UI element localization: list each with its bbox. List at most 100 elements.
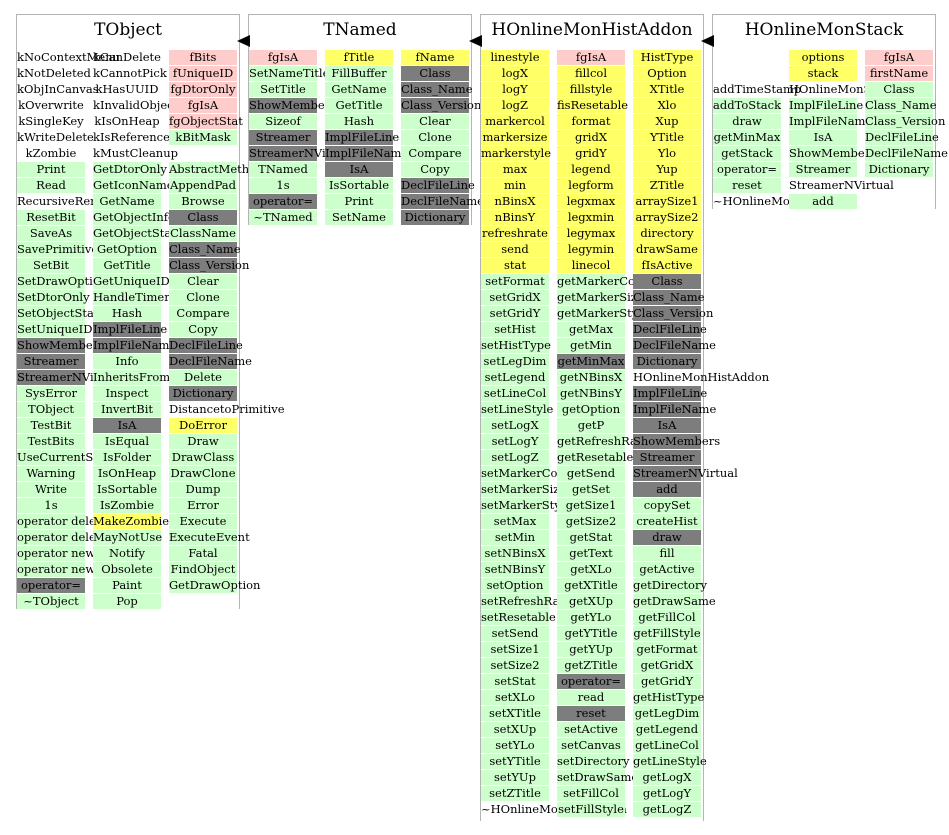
member-fgdtoronly: fgDtorOnly xyxy=(169,82,237,97)
member-draw: draw xyxy=(633,530,701,545)
member-operator: operator= xyxy=(557,674,625,689)
member-arraysize2: arraySize2 xyxy=(633,210,701,225)
member-class: Class xyxy=(169,210,237,225)
member-logy: logY xyxy=(481,82,549,97)
member-setfillstyle: setFillStyle xyxy=(557,802,625,817)
member-class-version: Class_Version xyxy=(865,114,946,129)
member-dump: Dump xyxy=(169,482,237,497)
member-gridx: gridX xyxy=(557,130,625,145)
member-gridy: gridY xyxy=(557,146,625,161)
member-implfileline: ImplFileLine xyxy=(93,322,168,337)
member-maynotuse: MayNotUse xyxy=(93,530,163,545)
inheritance-arrow-icon xyxy=(469,35,482,47)
member-funiqueid: fUniqueID xyxy=(169,66,237,81)
member-setuniqueid: SetUniqueID xyxy=(17,322,93,337)
member-getxtitle: getXTitle xyxy=(557,578,625,593)
member-dictionary: Dictionary xyxy=(865,162,933,177)
member-xtitle: XTitle xyxy=(633,82,701,97)
member-setlogx: setLogX xyxy=(481,418,549,433)
member-getdrawoption: GetDrawOption xyxy=(169,578,261,593)
member-honlinemonstack: ~HOnlineMonStack xyxy=(713,194,830,208)
member-fgisa: fgIsA xyxy=(249,50,317,65)
member-setxup: setXUp xyxy=(481,722,549,737)
member-setgridx: setGridX xyxy=(481,290,549,305)
member-addtostack: addToStack xyxy=(713,98,782,113)
member-ztitle: ZTitle xyxy=(633,178,701,193)
member-fgisa: fgIsA xyxy=(557,50,625,65)
member-getgridx: getGridX xyxy=(633,658,701,673)
member-getmarkercol: getMarkerCol xyxy=(557,274,639,289)
member-inheritsfrom: InheritsFrom xyxy=(93,370,171,385)
member-options: options xyxy=(789,50,857,65)
member-declfileline: DeclFileLine xyxy=(633,322,707,337)
member-class: Class xyxy=(401,66,469,81)
member-setdrawsame: setDrawSame xyxy=(557,770,639,785)
member-showmembers: ShowMembers xyxy=(17,338,105,353)
member-testbit: TestBit xyxy=(17,418,85,433)
member-reset: reset xyxy=(557,706,625,721)
member-showmembers: ShowMembers xyxy=(249,98,337,113)
member-setxlo: setXLo xyxy=(481,690,549,705)
member-classname: ClassName xyxy=(169,226,237,241)
member-getlegend: getLegend xyxy=(633,722,701,737)
member-koverwrite: kOverwrite xyxy=(18,98,84,112)
member-copy: Copy xyxy=(169,322,237,337)
member-inspect: Inspect xyxy=(93,386,161,401)
member-setformat: setFormat xyxy=(481,274,549,289)
member-honlinemonhistaddon: HOnlineMonHistAddon xyxy=(633,370,770,384)
member-fisresetable: fisResetable xyxy=(557,98,629,113)
member-kbitmask: kBitMask xyxy=(169,130,237,145)
member-directory: directory xyxy=(633,226,701,241)
member-isa: IsA xyxy=(789,130,857,145)
member-class-name: Class_Name xyxy=(401,82,473,97)
member-class-name: Class_Name xyxy=(865,98,937,113)
member-kisreferenced: kIsReferenced xyxy=(93,130,178,144)
member-warning: Warning xyxy=(17,466,85,481)
member-streamer: Streamer xyxy=(633,450,701,465)
member-fatal: Fatal xyxy=(169,546,237,561)
member-error: Error xyxy=(169,498,237,513)
class-box-honlinemonhistaddon: HOnlineMonHistAddon linestyle logX logY logZ… xyxy=(480,14,770,821)
class-title: TObject xyxy=(94,20,162,40)
member-honlinemonhistaddon: ~HOnlineMonHistAddon xyxy=(481,802,627,816)
member-class-version: Class_Version xyxy=(633,306,714,321)
member-write: Write xyxy=(17,482,85,497)
member-setsize2: setSize2 xyxy=(481,658,549,673)
member-add: add xyxy=(633,482,701,497)
member-getnbinsx: getNBinsX xyxy=(557,370,625,385)
member-copy: Copy xyxy=(401,162,469,177)
member-operator-delete: operator delete xyxy=(17,514,108,529)
class-title: HOnlineMonHistAddon xyxy=(491,20,693,40)
member-min: min xyxy=(481,178,549,193)
member-class: Class xyxy=(633,274,701,289)
member-setobjectstat: SetObjectStat xyxy=(17,306,99,321)
member-setdrawoption: SetDrawOption xyxy=(17,274,108,289)
member-setlinestyle: setLineStyle xyxy=(481,402,554,417)
member-showmembers: ShowMembers xyxy=(789,146,877,161)
class-title: TNamed xyxy=(323,20,397,40)
member-ylo: Ylo xyxy=(633,146,701,161)
member-gethisttype: getHistType xyxy=(633,690,705,705)
member-honlinemonstack: HOnlineMonStack xyxy=(789,82,897,96)
member-tobject: TObject xyxy=(17,402,85,417)
member-legymax: legymax xyxy=(557,226,625,241)
member-stack: stack xyxy=(789,66,857,81)
member-getstack: getStack xyxy=(713,146,781,161)
member-firstname: firstName xyxy=(865,66,933,81)
member-getlegdim: getLegDim xyxy=(633,706,701,721)
member-fillbuffer: FillBuffer xyxy=(325,66,393,81)
member-streamernvirtual: StreamerNVirtual xyxy=(789,178,894,192)
member-dictionary: Dictionary xyxy=(633,354,701,369)
member-testbits: TestBits xyxy=(17,434,85,449)
member-add: add xyxy=(789,194,857,209)
member-notify: Notify xyxy=(93,546,161,561)
member-getactive: getActive xyxy=(633,562,701,577)
inheritance-arrow-icon xyxy=(237,35,250,47)
member-clear: Clear xyxy=(401,114,469,129)
member-operator: operator= xyxy=(17,578,85,593)
member-kzombie: kZombie xyxy=(25,146,77,160)
member-fbits: fBits xyxy=(169,50,237,65)
member-setmarkersize: setMarkerSize xyxy=(481,482,567,497)
member-kwritedelete: kWriteDelete xyxy=(17,130,94,144)
